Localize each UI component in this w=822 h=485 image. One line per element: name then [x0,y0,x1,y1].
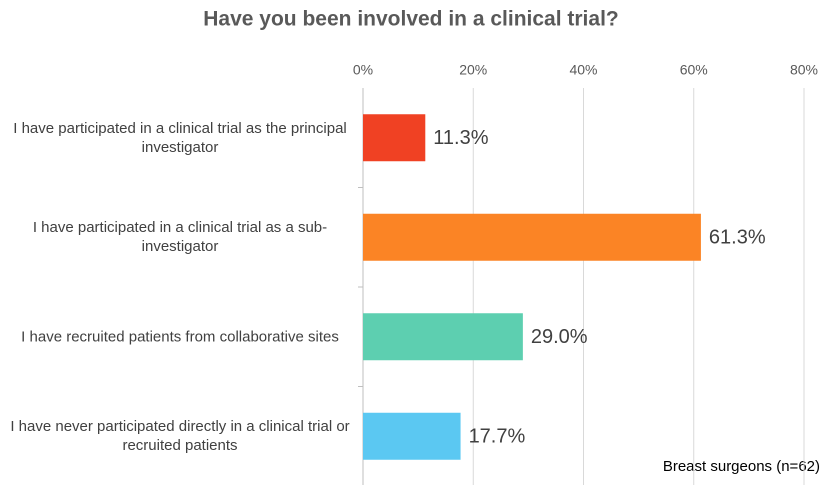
bar [363,412,461,460]
data-label: 29.0% [531,326,588,348]
data-label: 17.7% [469,426,526,448]
data-label: 61.3% [709,227,766,249]
y-tick-label: I have recruited patients from collabora… [21,328,339,346]
y-tick-label: I have participated in a clinical trial … [32,219,328,256]
y-tick-label: I have never participated directly in a … [10,418,350,455]
bar [363,114,426,162]
data-label: 11.3% [433,127,488,149]
x-tick-label: 60% [680,62,708,78]
bar [363,213,701,261]
annotation: Breast surgeons (n=62) [663,458,820,475]
bar [363,313,523,361]
x-tick-label: 0% [353,62,373,78]
y-tick-label: I have participated in a clinical trial … [13,119,347,156]
x-tick-label: 40% [569,62,597,78]
x-tick-label: 20% [459,62,487,78]
x-tick-label: 80% [790,62,818,78]
chart-title: Have you been involved in a clinical tri… [203,8,618,31]
